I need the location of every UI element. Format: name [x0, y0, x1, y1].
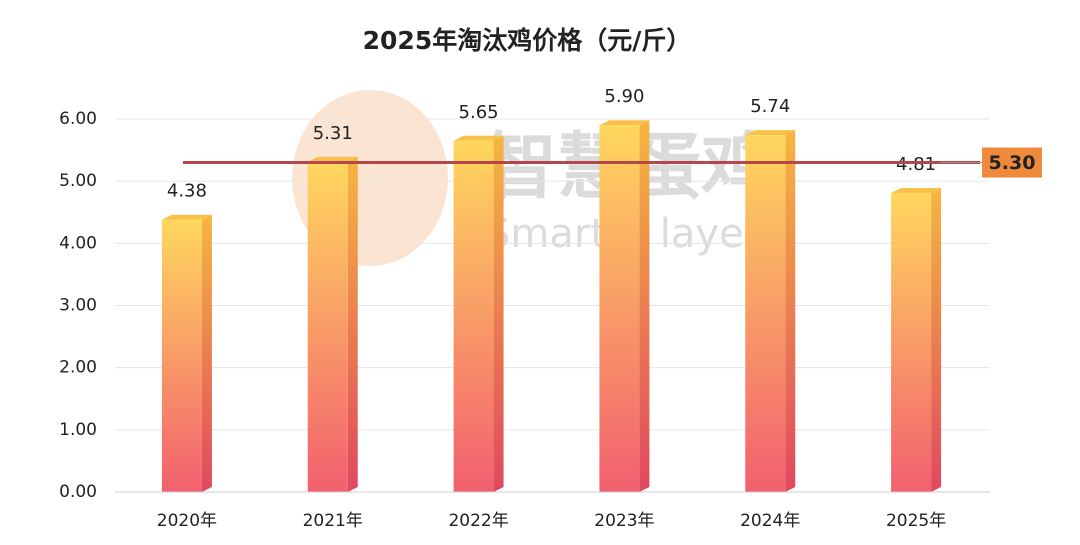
data-label: 5.65: [459, 102, 499, 123]
y-tick-label: 1.00: [59, 420, 97, 440]
x-tick-label: 2023年: [594, 511, 654, 531]
y-tick-label: 0.00: [59, 482, 97, 502]
data-label: 5.31: [313, 123, 353, 144]
y-tick-label: 6.00: [59, 109, 97, 129]
data-label: 4.38: [167, 181, 207, 202]
bar-side: [201, 214, 212, 492]
bar: [599, 125, 640, 492]
bar: [161, 219, 202, 492]
bar-top: [307, 156, 358, 162]
y-tick-label: 5.00: [59, 171, 97, 191]
bar-side: [785, 130, 796, 492]
y-tick-label: 3.00: [59, 296, 97, 316]
y-tick-label: 2.00: [59, 358, 97, 378]
bar: [745, 135, 786, 492]
bar: [891, 192, 932, 492]
bar-side: [493, 135, 504, 492]
bar-top: [745, 130, 796, 136]
x-tick-label: 2021年: [303, 511, 363, 531]
bar-top: [599, 120, 650, 126]
reference-label-box: [982, 147, 1042, 178]
bar-top: [891, 187, 942, 193]
bar: [307, 161, 348, 492]
bar-top: [161, 214, 212, 220]
data-label: 4.81: [896, 154, 936, 175]
x-tick-label: 2024年: [740, 511, 800, 531]
bar-side: [931, 187, 942, 492]
data-label: 5.74: [750, 96, 790, 117]
bar-side: [639, 120, 650, 492]
chart-title: 2025年淘汰鸡价格（元/斤）: [363, 26, 692, 55]
x-tick-label: 2025年: [886, 511, 946, 531]
y-tick-label: 4.00: [59, 233, 97, 253]
bar-side: [347, 156, 358, 492]
watermark: 智慧蛋鸡 Smarter layer: [292, 90, 773, 266]
x-tick-label: 2020年: [157, 511, 217, 531]
data-label: 5.90: [604, 86, 644, 107]
bar-top: [453, 135, 504, 141]
bar: [453, 140, 494, 492]
x-tick-label: 2022年: [448, 511, 508, 531]
reference-label: 5.30: [989, 152, 1036, 174]
